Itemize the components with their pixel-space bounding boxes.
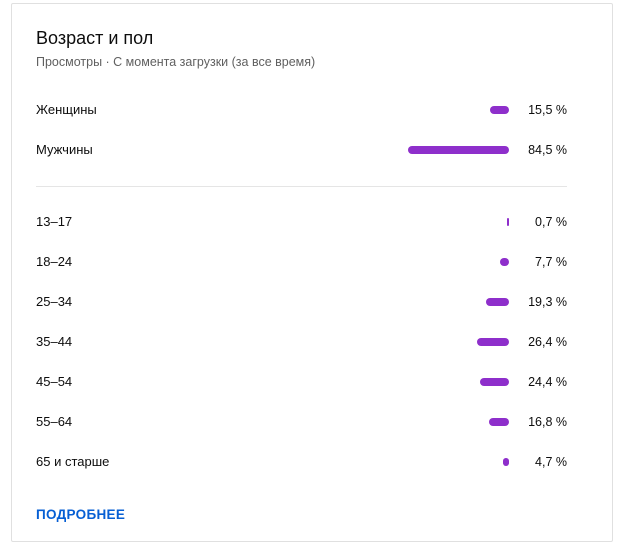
age-bar-track <box>379 418 509 426</box>
age-row: 65 и старше 4,7 % <box>36 452 567 472</box>
age-row: 18–24 7,7 % <box>36 252 567 272</box>
age-bar-track <box>379 458 509 466</box>
card-title: Возраст и пол <box>36 28 154 48</box>
gender-label: Женщины <box>36 102 97 117</box>
gender-bar-track <box>379 146 509 154</box>
age-label: 45–54 <box>36 374 73 389</box>
age-label: 25–34 <box>36 294 73 309</box>
divider <box>36 186 567 187</box>
age-bar-track <box>379 378 509 386</box>
gender-bar <box>407 146 509 154</box>
gender-value: 84,5 % <box>528 143 567 157</box>
age-bar <box>485 298 509 306</box>
age-bar <box>503 458 509 466</box>
card-subtitle: Просмотры · С момента загрузки (за все в… <box>36 55 316 69</box>
age-row: 55–64 16,8 % <box>36 412 567 432</box>
more-link[interactable]: ПОДРОБНЕЕ <box>36 507 126 522</box>
age-gender-card: Возраст и пол Просмотры · С момента загр… <box>11 3 613 542</box>
age-label: 65 и старше <box>36 454 110 469</box>
age-bar <box>507 218 509 226</box>
age-bar <box>499 258 509 266</box>
age-row: 13–17 0,7 % <box>36 212 567 232</box>
age-value: 24,4 % <box>528 375 567 389</box>
age-value: 19,3 % <box>528 295 567 309</box>
gender-label: Мужчины <box>36 142 93 157</box>
age-value: 0,7 % <box>535 215 567 229</box>
age-row: 25–34 19,3 % <box>36 292 567 312</box>
age-value: 26,4 % <box>528 335 567 349</box>
age-bar <box>488 418 509 426</box>
gender-row: Мужчины 84,5 % <box>36 140 567 160</box>
age-bar-track <box>379 338 509 346</box>
age-row: 35–44 26,4 % <box>36 332 567 352</box>
age-bar-track <box>379 218 509 226</box>
age-value: 16,8 % <box>528 415 567 429</box>
age-label: 35–44 <box>36 334 73 349</box>
age-label: 13–17 <box>36 214 73 229</box>
gender-bar <box>490 106 509 114</box>
age-label: 55–64 <box>36 414 73 429</box>
age-bar-track <box>379 298 509 306</box>
age-value: 7,7 % <box>535 255 567 269</box>
gender-value: 15,5 % <box>528 103 567 117</box>
gender-bar-track <box>379 106 509 114</box>
age-value: 4,7 % <box>535 455 567 469</box>
age-bar <box>477 338 509 346</box>
age-label: 18–24 <box>36 254 73 269</box>
gender-row: Женщины 15,5 % <box>36 100 567 120</box>
age-bar <box>479 378 509 386</box>
age-row: 45–54 24,4 % <box>36 372 567 392</box>
age-bar-track <box>379 258 509 266</box>
